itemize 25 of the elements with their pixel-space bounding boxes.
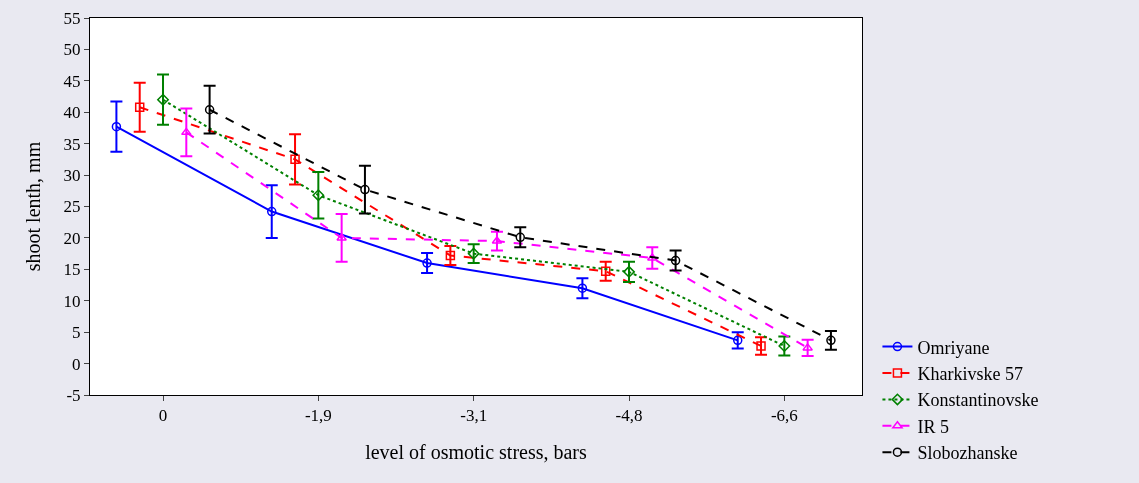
x-tick-label: -3,1 <box>460 406 488 426</box>
y-tick-label: 45 <box>63 71 81 91</box>
legend-label: Kharkivske 57 <box>917 364 1023 385</box>
y-tick-label: 15 <box>63 260 81 280</box>
legend-label: Konstantinovske <box>917 390 1039 411</box>
y-tick-label: 0 <box>72 354 81 374</box>
legend-label: Slobozhanske <box>917 443 1018 464</box>
x-tick-label: -6,6 <box>770 406 798 426</box>
y-tick-label: 5 <box>72 323 81 343</box>
y-tick-label: 35 <box>63 134 81 154</box>
y-tick-label: 25 <box>63 197 81 217</box>
y-axis-title: shoot lenth, mm <box>22 141 44 272</box>
x-tick-label: -4,8 <box>615 406 643 426</box>
y-tick-label: 50 <box>63 40 81 60</box>
x-axis-title: level of osmotic stress, bars <box>365 440 588 463</box>
y-tick-label: 10 <box>63 291 81 311</box>
legend-label: Omriyane <box>917 337 990 358</box>
y-tick-label: -5 <box>66 385 81 405</box>
x-tick-label: -1,9 <box>304 406 332 426</box>
y-tick-label: 55 <box>63 8 81 28</box>
x-tick-label: 0 <box>158 406 168 426</box>
y-tick-label: 30 <box>63 166 81 186</box>
y-tick-label: 20 <box>63 228 81 248</box>
legend-label: IR 5 <box>917 416 949 437</box>
y-tick-label: 40 <box>63 103 81 123</box>
